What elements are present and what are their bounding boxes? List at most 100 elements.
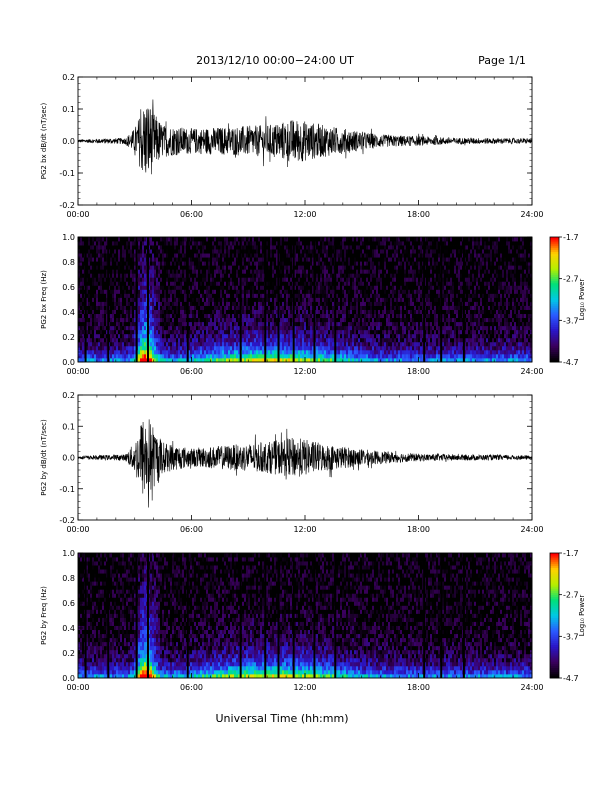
spectrogram-cell <box>182 353 185 359</box>
spectrogram-cell <box>196 325 199 331</box>
spectrogram-cell <box>190 317 193 323</box>
spectrogram-cell <box>168 245 171 250</box>
spectrogram-cell <box>88 337 91 343</box>
spectrogram-cell <box>130 265 133 270</box>
spectrogram-cell <box>206 249 209 254</box>
spectrogram-cell <box>80 305 83 310</box>
spectrogram-cell <box>218 249 221 254</box>
spectrogram-cell <box>172 329 175 335</box>
spectrogram-cell <box>248 297 251 302</box>
spectrogram-cell <box>170 313 173 319</box>
spectrogram-cell <box>226 253 229 258</box>
spectrogram-cell <box>222 293 225 298</box>
spectrogram-cell <box>114 285 117 290</box>
spectrogram-cell <box>204 325 207 331</box>
spectrogram-cell <box>184 289 187 294</box>
spectrogram-cell <box>86 341 89 347</box>
spectrogram-cell <box>234 353 237 359</box>
spectrogram-cell <box>248 241 251 246</box>
spectrogram-cell <box>86 293 89 298</box>
spectrogram-cell <box>82 325 85 331</box>
spectrogram-cell <box>106 241 109 246</box>
spectrogram-cell <box>148 293 151 298</box>
spectrogram-cell <box>102 337 105 343</box>
spectrogram-cell <box>124 281 127 286</box>
spectrogram-cell <box>170 245 173 250</box>
spectrogram-cell <box>112 273 115 278</box>
spectrogram-cell <box>188 237 191 242</box>
spectrogram-cell <box>182 305 185 310</box>
spectrogram-cell <box>148 333 151 339</box>
spectrogram-cell <box>192 281 195 286</box>
spectrogram-cell <box>224 305 227 310</box>
spectrogram-cell <box>208 301 211 306</box>
spectrogram-cell <box>104 249 107 254</box>
spectrogram-cell <box>188 297 191 302</box>
spectrogram-cell <box>80 265 83 270</box>
spectrogram-cell <box>156 345 159 351</box>
spectrogram-cell <box>104 345 107 351</box>
spectrogram-cell <box>98 273 101 278</box>
spectrogram-cell <box>128 289 131 294</box>
spectrogram-cell <box>210 285 213 290</box>
spectrogram-cell <box>126 297 129 302</box>
spectrogram-cell <box>222 257 225 262</box>
spectrogram-cell <box>246 349 249 355</box>
spectrogram-cell <box>120 245 123 250</box>
spectrogram-cell <box>174 277 177 282</box>
spectrogram-cell <box>176 261 179 266</box>
spectrogram-cell <box>232 301 235 306</box>
spectrogram-cell <box>92 269 95 274</box>
spectrogram-cell <box>164 277 167 282</box>
spectrogram-cell <box>188 309 191 315</box>
spectrogram-cell <box>204 241 207 246</box>
spectrogram-cell <box>80 345 83 351</box>
spectrogram-cell <box>216 321 219 327</box>
spectrogram-cell <box>228 321 231 327</box>
spectrogram-cell <box>254 345 257 351</box>
spectrogram-cell <box>236 293 239 298</box>
spectrogram-cell <box>78 341 81 347</box>
spectrogram-cell <box>170 349 173 355</box>
spectrogram-cell <box>98 309 101 315</box>
spectrogram-cell <box>224 241 227 246</box>
spectrogram-cell <box>210 277 213 282</box>
spectrogram-cell <box>80 337 83 343</box>
spectrogram-cell <box>134 325 137 331</box>
spectrogram-cell <box>166 285 169 290</box>
spectrogram-cell <box>208 357 211 363</box>
spectrogram-cell <box>200 345 203 351</box>
spectrogram-cell <box>248 321 251 327</box>
spectrogram-cell <box>88 321 91 327</box>
spectrogram-cell <box>204 337 207 343</box>
spectrogram-cell <box>138 253 141 258</box>
spectrogram-cell <box>196 285 199 290</box>
spectrogram-cell <box>124 257 127 262</box>
spectrogram-cell <box>118 245 121 250</box>
spectrogram-cell <box>130 329 133 335</box>
spectrogram-cell <box>170 325 173 331</box>
spectrogram-cell <box>250 333 253 339</box>
spectrogram-cell <box>166 309 169 315</box>
spectrogram-cell <box>120 293 123 298</box>
spectrogram-cell <box>162 345 165 351</box>
spectrogram-cell <box>102 285 105 290</box>
spectrogram-cell <box>134 341 137 347</box>
spectrogram-cell <box>254 293 257 298</box>
spectrogram-cell <box>88 273 91 278</box>
spectrogram-cell <box>176 297 179 302</box>
spectrogram-cell <box>138 293 141 298</box>
spectrogram-cell <box>248 305 251 310</box>
spectrogram-cell <box>210 241 213 246</box>
spectrogram-cell <box>216 249 219 254</box>
spectrogram-cell <box>78 305 81 310</box>
spectrogram-cell <box>254 353 257 359</box>
spectrogram-cell <box>92 313 95 319</box>
spectrogram-cell <box>106 297 109 302</box>
spectrogram-cell <box>254 289 257 294</box>
spectrogram-cell <box>212 301 215 306</box>
spectrogram-cell <box>224 257 227 262</box>
spectrogram-cell <box>250 285 253 290</box>
spectrogram-cell <box>202 237 205 242</box>
spectrogram-cell <box>148 273 151 278</box>
